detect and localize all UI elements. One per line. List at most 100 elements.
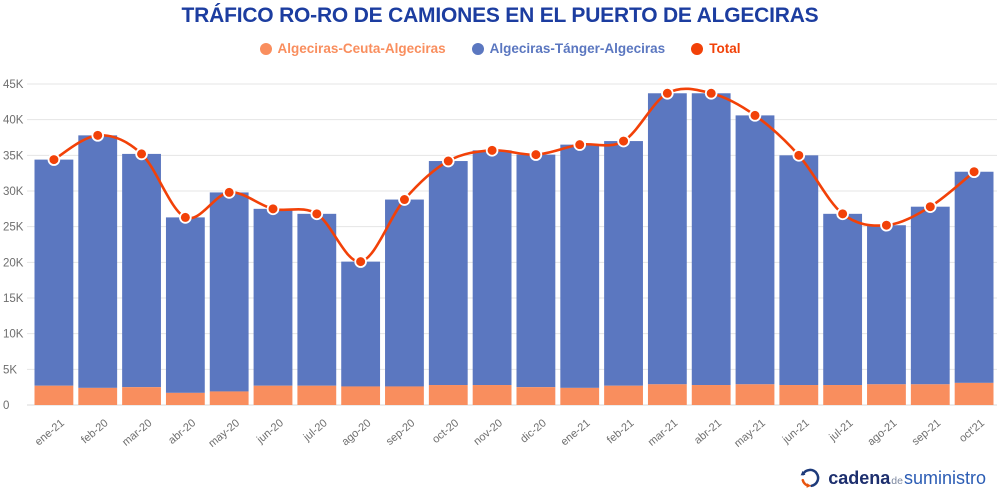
total-point[interactable]	[398, 193, 411, 206]
bar-segment-ceuta[interactable]	[34, 385, 74, 405]
legend-item-tanger[interactable]: Algeciras-Tánger-Algeciras	[471, 41, 666, 56]
y-axis-label: 35K	[3, 150, 24, 162]
x-axis-label: feb-21	[605, 417, 637, 446]
bar-segment-tanger[interactable]	[165, 217, 205, 393]
bar-segment-ceuta[interactable]	[516, 387, 556, 405]
bar-segment-ceuta[interactable]	[253, 385, 293, 405]
bar-segment-ceuta[interactable]	[823, 385, 863, 405]
bar-segment-ceuta[interactable]	[165, 392, 205, 405]
bar-segment-ceuta[interactable]	[647, 384, 687, 405]
y-axis-label: 40K	[3, 115, 24, 127]
bar-segment-ceuta[interactable]	[297, 385, 337, 405]
bar-segment-tanger[interactable]	[560, 144, 600, 388]
y-axis-label: 45K	[3, 79, 24, 91]
bar-segment-tanger[interactable]	[34, 159, 74, 386]
x-axis-label: ago-20	[340, 417, 374, 448]
bar-segment-tanger[interactable]	[779, 155, 819, 386]
cadena-de-suministro-logo[interactable]: cadenadesuministro	[798, 466, 986, 490]
total-point[interactable]	[222, 186, 236, 199]
legend-label-tanger: Algeciras-Tánger-Algeciras	[489, 41, 666, 56]
total-point[interactable]	[529, 148, 543, 161]
bar-segment-tanger[interactable]	[472, 150, 512, 386]
x-axis-label: jun-20	[254, 417, 286, 446]
bar-segment-ceuta[interactable]	[735, 384, 775, 405]
legend-dot-tanger-icon	[471, 42, 484, 55]
bar-segment-tanger[interactable]	[385, 199, 424, 387]
bar-segment-ceuta[interactable]	[428, 385, 468, 405]
x-axis-label: may-20	[206, 417, 242, 450]
total-point[interactable]	[923, 200, 937, 213]
x-axis-label: may-21	[732, 417, 768, 450]
bar-segment-tanger[interactable]	[647, 93, 687, 385]
total-point[interactable]	[354, 255, 367, 268]
bar-segment-ceuta[interactable]	[209, 391, 249, 405]
total-point[interactable]	[704, 86, 718, 100]
bar-segment-tanger[interactable]	[428, 161, 468, 386]
total-point[interactable]	[91, 129, 105, 142]
bar-segment-ceuta[interactable]	[78, 387, 118, 405]
total-point[interactable]	[617, 134, 630, 148]
logo-word-suministro: suministro	[903, 467, 986, 488]
bar-segment-tanger[interactable]	[910, 206, 950, 385]
bar-segment-tanger[interactable]	[209, 192, 249, 392]
total-point[interactable]	[485, 144, 499, 157]
x-axis-label: nov-20	[472, 417, 505, 448]
legend-dot-ceuta-icon	[259, 42, 272, 55]
bar-segment-ceuta[interactable]	[560, 387, 600, 405]
x-axis-label: jul-21	[826, 417, 855, 444]
total-point[interactable]	[441, 154, 455, 168]
bar-segment-tanger[interactable]	[604, 141, 643, 386]
logo-text: cadenadesuministro	[828, 468, 986, 489]
x-axis-label: jul-20	[301, 417, 330, 444]
bar-segment-tanger[interactable]	[691, 93, 731, 386]
bar-segment-tanger[interactable]	[516, 154, 556, 388]
total-point[interactable]	[836, 207, 849, 221]
legend-item-ceuta[interactable]: Algeciras-Ceuta-Algeciras	[259, 41, 446, 56]
logo-word-cadena: cadena	[828, 467, 891, 488]
y-axis-label: 20K	[3, 257, 24, 269]
chart-legend: Algeciras-Ceuta-Algeciras Algeciras-Táng…	[0, 41, 1000, 56]
total-point[interactable]	[310, 207, 324, 221]
bar-segment-tanger[interactable]	[341, 261, 381, 387]
total-line	[53, 87, 975, 263]
bar-segment-tanger[interactable]	[297, 213, 337, 386]
bar-segment-ceuta[interactable]	[604, 385, 643, 405]
bar-segment-tanger[interactable]	[122, 153, 161, 388]
x-axis-label: sep-21	[910, 417, 943, 448]
bar-segment-ceuta[interactable]	[910, 384, 950, 405]
bar-segment-ceuta[interactable]	[341, 386, 381, 405]
x-axis-label: oct-20	[430, 417, 461, 446]
total-point[interactable]	[967, 165, 981, 179]
bar-segment-ceuta[interactable]	[472, 385, 512, 405]
bar-segment-tanger[interactable]	[735, 115, 775, 385]
legend-dot-total-icon	[691, 42, 704, 55]
bar-segment-tanger[interactable]	[867, 225, 906, 385]
chart-title: TRÁFICO RO-RO DE CAMIONES EN EL PUERTO D…	[181, 4, 819, 27]
bar-segment-tanger[interactable]	[78, 135, 118, 388]
total-point[interactable]	[748, 109, 762, 122]
bar-segment-ceuta[interactable]	[867, 384, 906, 405]
total-point[interactable]	[573, 138, 587, 151]
x-axis-label: sep-20	[384, 417, 417, 448]
bar-segment-tanger[interactable]	[823, 213, 863, 386]
bar-segment-tanger[interactable]	[253, 208, 293, 386]
total-point[interactable]	[661, 86, 674, 100]
x-axis-label: dic-20	[518, 417, 549, 445]
total-point[interactable]	[792, 149, 806, 162]
total-point[interactable]	[179, 211, 192, 224]
total-point[interactable]	[266, 202, 280, 216]
bar-segment-tanger[interactable]	[954, 171, 994, 383]
bar-segment-ceuta[interactable]	[385, 386, 424, 405]
y-axis-label: 0	[3, 400, 9, 412]
total-point[interactable]	[135, 147, 148, 161]
bar-segment-ceuta[interactable]	[954, 382, 994, 405]
total-point[interactable]	[47, 153, 61, 166]
y-axis-label: 30K	[3, 186, 24, 198]
legend-item-total[interactable]: Total	[691, 41, 740, 56]
bar-segment-ceuta[interactable]	[779, 385, 819, 405]
bar-segment-ceuta[interactable]	[122, 387, 161, 405]
x-axis-label: mar-21	[646, 417, 680, 449]
y-axis-label: 25K	[3, 222, 24, 234]
total-point[interactable]	[880, 218, 893, 232]
bar-segment-ceuta[interactable]	[691, 385, 731, 405]
